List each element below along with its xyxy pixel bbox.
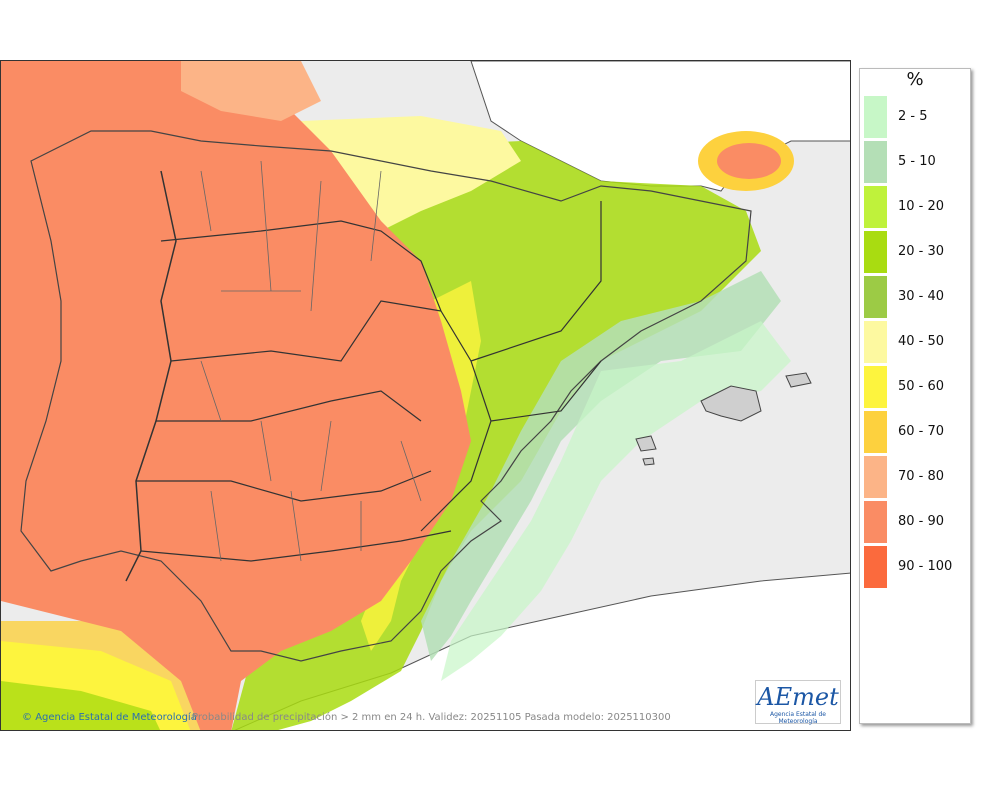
iberia-coastline	[20, 130, 752, 662]
province-borders	[200, 160, 422, 562]
field-peach-atlantic	[181, 61, 321, 121]
legend-label: 70 - 80	[898, 469, 945, 484]
field-palegreen-sea	[441, 321, 791, 681]
copyright-icon: ©	[22, 712, 36, 723]
portugal-border	[125, 170, 177, 582]
field-green-sw	[1, 681, 161, 730]
menorca	[785, 372, 812, 388]
legend-swatch	[864, 321, 887, 363]
legend-unit: %	[906, 69, 924, 90]
field-red-west	[1, 61, 471, 730]
legend-item: 60 - 70	[860, 411, 970, 453]
legend-item: 40 - 50	[860, 321, 970, 363]
legend-item: 80 - 90	[860, 501, 970, 543]
credit-label: Agencia Estatal de Meteorología	[35, 712, 197, 723]
legend-swatch	[864, 366, 887, 408]
legend-swatch	[864, 456, 887, 498]
legend-label: 2 - 5	[898, 109, 928, 124]
legend-swatch	[864, 141, 887, 183]
legend-label: 50 - 60	[898, 379, 945, 394]
legend-label: 20 - 30	[898, 244, 945, 259]
legend-swatch	[864, 546, 887, 588]
formentera	[642, 457, 655, 466]
field-salmon-coast	[1, 61, 161, 161]
legend-label: 5 - 10	[898, 154, 936, 169]
legend-label: 30 - 40	[898, 289, 945, 304]
legend-label: 80 - 90	[898, 514, 945, 529]
logo-subtitle: Agencia Estatal de Meteorología	[769, 711, 826, 725]
credit-text: © Agencia Estatal de Meteorología	[22, 712, 197, 723]
legend-item: 5 - 10	[860, 141, 970, 183]
map-caption: Probabilidad de precipitación > 2 mm en …	[192, 712, 671, 723]
legend-item: 30 - 40	[860, 276, 970, 318]
region-borders	[136, 201, 602, 562]
legend-swatch	[864, 231, 887, 273]
legend-item: 10 - 20	[860, 186, 970, 228]
legend-label: 40 - 50	[898, 334, 945, 349]
legend-item: 20 - 30	[860, 231, 970, 273]
legend-label: 90 - 100	[898, 559, 953, 574]
legend-item: 70 - 80	[860, 456, 970, 498]
legend-swatch	[864, 276, 887, 318]
legend-label: 60 - 70	[898, 424, 945, 439]
field-lightgreen-east	[421, 271, 781, 661]
legend-swatch	[864, 186, 887, 228]
legend-swatch	[864, 411, 887, 453]
legend-item: 50 - 60	[860, 366, 970, 408]
legend-label: 10 - 20	[898, 199, 945, 214]
field-france-blob-inner	[717, 143, 781, 179]
legend-item: 2 - 5	[860, 96, 970, 138]
legend-item: 90 - 100	[860, 546, 970, 588]
logo-wordmark: AEmet	[757, 683, 839, 711]
legend-panel: % 2 - 5 5 - 10 10 - 20 20 - 30 30 - 40 40 - 5…	[859, 68, 971, 724]
legend-swatch	[864, 501, 887, 543]
mallorca	[700, 385, 762, 422]
legend-swatch	[864, 96, 887, 138]
forecast-map	[0, 60, 851, 731]
ibiza	[635, 435, 657, 452]
probability-map-svg	[1, 61, 850, 730]
aemet-logo: AEmet Agencia Estatal de Meteorología	[755, 680, 841, 725]
